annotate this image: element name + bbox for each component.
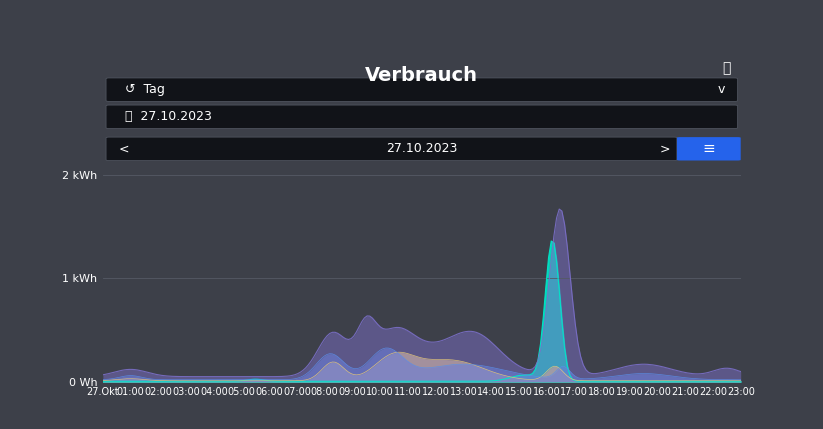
Text: 27.10.2023: 27.10.2023 — [386, 142, 458, 155]
FancyBboxPatch shape — [106, 78, 737, 101]
Text: ⤢: ⤢ — [723, 61, 731, 76]
FancyBboxPatch shape — [677, 137, 741, 160]
Text: Verbrauch: Verbrauch — [365, 66, 478, 85]
Text: ↺  Tag: ↺ Tag — [125, 83, 165, 96]
FancyBboxPatch shape — [106, 137, 677, 160]
FancyBboxPatch shape — [106, 105, 737, 128]
Text: <: < — [119, 142, 129, 155]
Text: >: > — [660, 142, 671, 155]
Text: 📅  27.10.2023: 📅 27.10.2023 — [125, 110, 212, 123]
Text: v: v — [718, 83, 725, 96]
Text: ≡: ≡ — [703, 141, 715, 156]
